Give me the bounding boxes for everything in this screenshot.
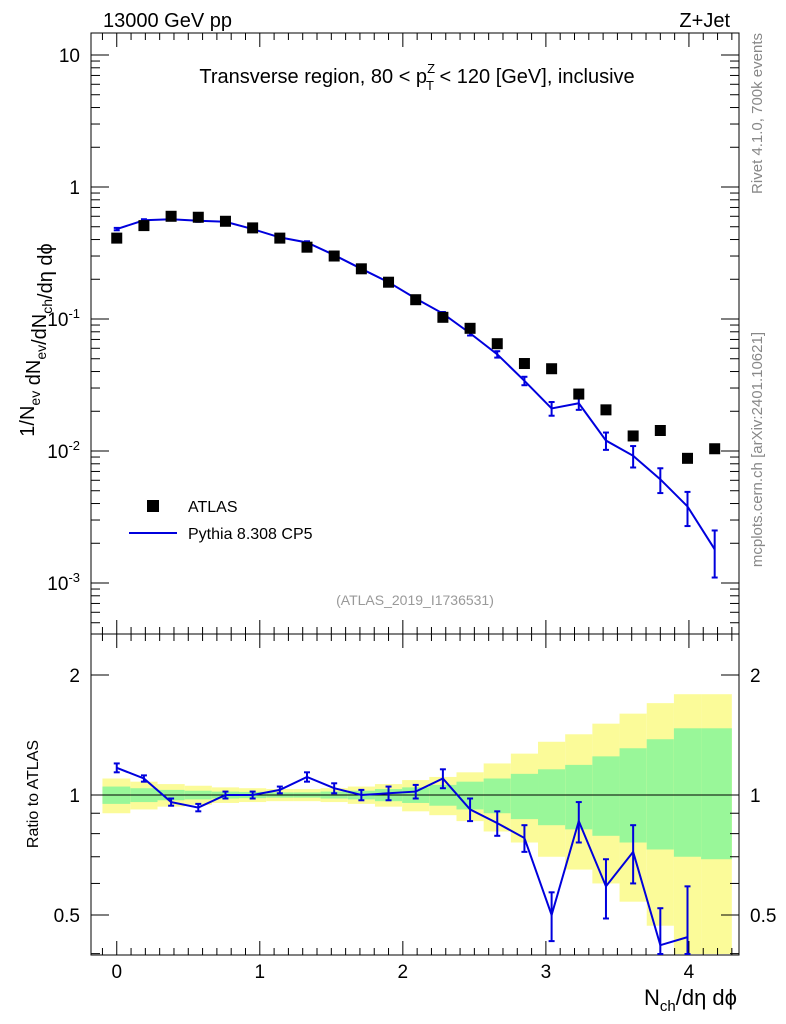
y-tick-label-right: 1 <box>750 786 761 807</box>
green-band-bin <box>646 739 674 850</box>
atlas-point <box>600 404 612 416</box>
atlas-point <box>274 232 286 244</box>
main-y-ticks: 10 1 10-1 10-2 10-3 <box>47 46 739 624</box>
atlas-point <box>328 250 340 262</box>
atlas-point <box>247 222 259 234</box>
x-axis-label: Nch/dη dϕ <box>644 985 737 1015</box>
atlas-point <box>546 363 558 375</box>
energy-label: 13000 GeV pp <box>103 10 232 32</box>
y-tick-label: 1 <box>69 786 80 807</box>
green-band-bin <box>592 756 620 836</box>
atlas-point <box>219 215 231 227</box>
green-band-bin <box>483 778 511 814</box>
atlas-point <box>192 211 204 223</box>
x-tick-label: 4 <box>684 962 695 983</box>
legend-pythia-label: Pythia 8.308 CP5 <box>188 526 313 543</box>
atlas-point <box>383 276 395 288</box>
legend-atlas-label: ATLAS <box>188 499 238 516</box>
atlas-point <box>138 220 150 232</box>
atlas-point <box>573 388 585 400</box>
rivet-version-label: Rivet 4.1.0, 700k events <box>749 33 766 194</box>
ratio-y-axis-label: Ratio to ATLAS <box>25 740 42 848</box>
mcplots-label: mcplots.cern.ch [arXiv:2401.10621] <box>749 332 766 567</box>
x-tick-label: 0 <box>111 962 122 983</box>
atlas-point <box>355 263 367 275</box>
y-tick-label: 2 <box>69 666 80 687</box>
ratio-series <box>113 762 691 955</box>
atlas-point <box>518 358 530 370</box>
y-tick-label: 10 <box>59 46 80 67</box>
process-label: Z+Jet <box>679 10 730 32</box>
y-tick-label: 0.5 <box>54 906 80 927</box>
x-tick-label: 1 <box>255 962 266 983</box>
ratio-y-ticks: 0.5 0.5 1 1 2 2 <box>54 666 776 955</box>
x-tick-label: 3 <box>541 962 552 983</box>
atlas-point <box>437 311 449 323</box>
pythia-series <box>113 217 718 579</box>
atlas-point <box>491 338 503 350</box>
green-band-bin <box>701 728 732 860</box>
atlas-point <box>165 210 177 222</box>
ratio-x-ticks: 0 1 2 3 4 <box>101 634 733 983</box>
y-tick-label: 1 <box>69 178 80 199</box>
legend: ATLAS Pythia 8.308 CP5 <box>129 499 313 543</box>
atlas-point <box>682 452 694 464</box>
ratio-uncertainty-bands <box>102 694 732 954</box>
atlas-point <box>709 443 721 455</box>
y-tick-label: 10-2 <box>47 438 80 463</box>
main-panel-frame <box>90 32 740 635</box>
atlas-point <box>410 294 422 306</box>
x-tick-label: 2 <box>398 962 409 983</box>
legend-atlas-marker <box>147 500 159 512</box>
green-band-bin <box>673 728 702 857</box>
atlas-point <box>654 424 666 436</box>
green-band-bin <box>538 769 566 826</box>
plot-title: Transverse region, 80 < pZ T < 120 [GeV],… <box>199 61 634 93</box>
atlas-point <box>111 232 123 244</box>
y-tick-label: 10-3 <box>47 570 80 595</box>
y-tick-label-right: 2 <box>750 666 761 687</box>
atlas-point <box>464 322 476 334</box>
ratio-line <box>116 766 688 947</box>
atlas-point <box>301 241 313 253</box>
main-y-axis-label: 1/Nev dNev/dNch/dη dϕ <box>17 243 57 436</box>
y-tick-label-right: 0.5 <box>750 906 776 927</box>
green-band-bin <box>510 773 539 820</box>
analysis-watermark: (ATLAS_2019_I1736531) <box>336 592 494 608</box>
atlas-point <box>627 430 639 442</box>
y-tick-label: 10-1 <box>47 306 80 331</box>
main-x-ticks <box>101 33 733 634</box>
atlas-series <box>111 210 721 464</box>
